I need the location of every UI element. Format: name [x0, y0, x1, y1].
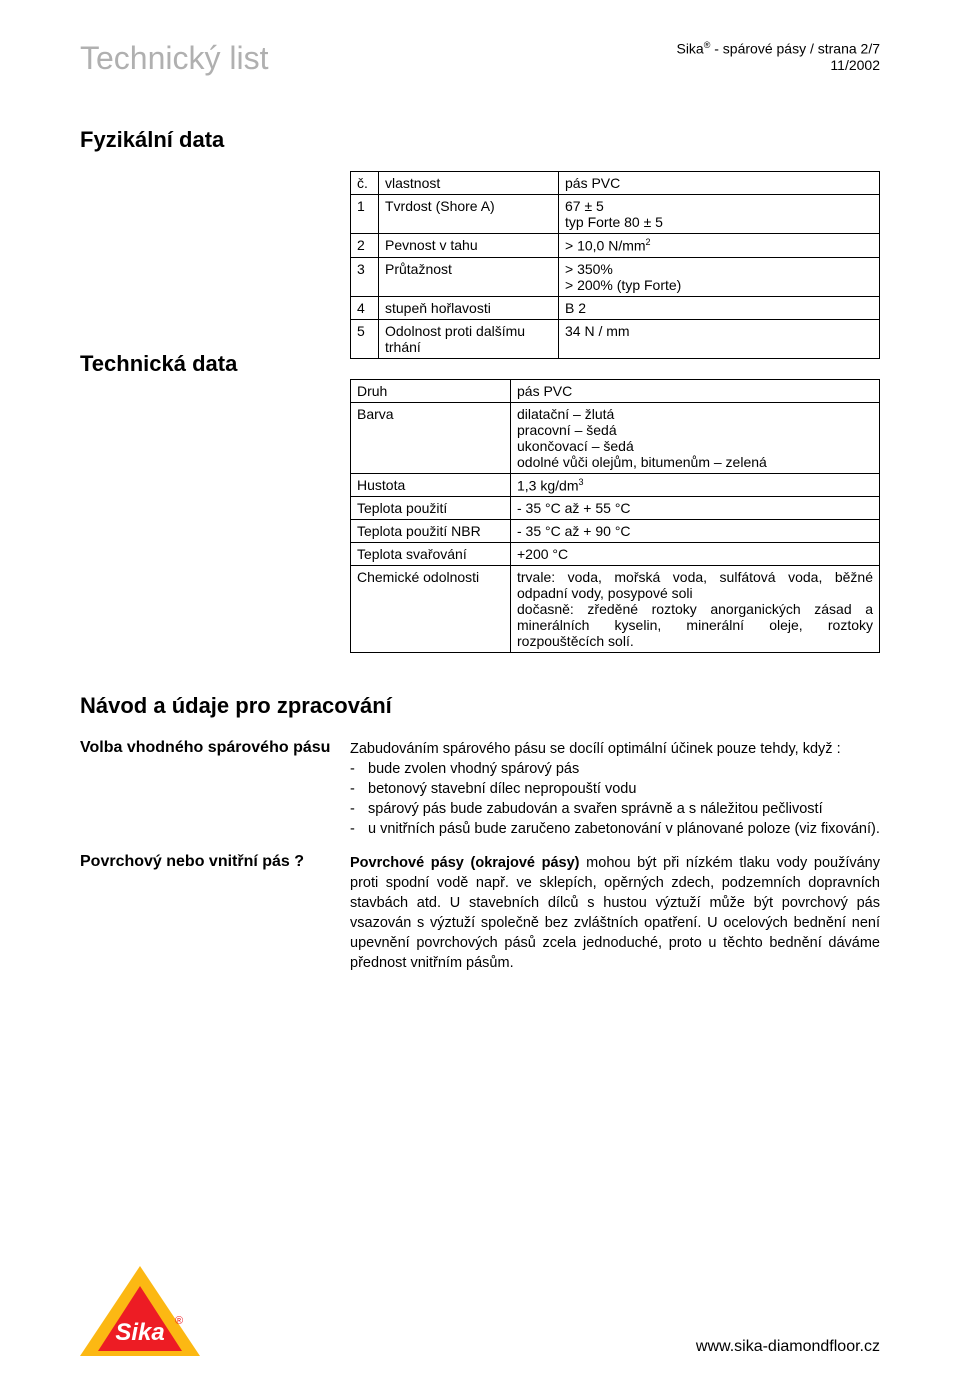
table-row: 1 Tvrdost (Shore A) 67 ± 5 typ Forte 80 … — [351, 195, 880, 234]
page-footer: Sika ® www.sika-diamondfloor.cz — [80, 1256, 880, 1356]
brand-name: Sika — [676, 41, 703, 57]
table-row: č. vlastnost pás PVC — [351, 172, 880, 195]
cell-val: 67 ± 5 typ Forte 80 ± 5 — [559, 195, 880, 234]
table-header-val: pás PVC — [559, 172, 880, 195]
cell-key: Teplota použití — [351, 497, 511, 520]
cell-prop: Tvrdost (Shore A) — [379, 195, 559, 234]
cell-val-text: > 350% > 200% (typ Forte) — [565, 261, 681, 293]
dash-icon: - — [350, 799, 368, 819]
cell-key: Barva — [351, 402, 511, 473]
table-header-prop: vlastnost — [379, 172, 559, 195]
subsection-volba: Volba vhodného spárového pásu Zabudování… — [80, 739, 880, 839]
cell-val-text: dilatační – žlutá pracovní – šedá ukončo… — [517, 406, 767, 470]
cell-val-text: 67 ± 5 typ Forte 80 ± 5 — [565, 198, 663, 230]
table-row: Chemické odolnosti trvale: voda, mořská … — [351, 566, 880, 653]
cell-val: 34 N / mm — [559, 319, 880, 358]
cell-key: Hustota — [351, 473, 511, 497]
section1-title: Fyzikální data — [80, 127, 880, 153]
sika-logo-icon: Sika ® — [80, 1256, 200, 1356]
cell-val: dilatační – žlutá pracovní – šedá ukončo… — [511, 402, 880, 473]
sup2: 2 — [646, 237, 651, 247]
brand-tail: - spárové pásy / strana 2/7 — [710, 41, 880, 57]
cell-prop: Odolnost proti dalšímu trhání — [379, 319, 559, 358]
cell-num: 2 — [351, 234, 379, 258]
sub-list: -bude zvolen vhodný spárový pás -betonov… — [350, 759, 880, 839]
physical-data-table: č. vlastnost pás PVC 1 Tvrdost (Shore A)… — [350, 171, 880, 359]
table-row: Teplota použití - 35 °C až + 55 °C — [351, 497, 880, 520]
svg-text:®: ® — [175, 1315, 183, 1327]
sub-intro: Zabudováním spárového pásu se docílí opt… — [350, 739, 880, 759]
table-row: 2 Pevnost v tahu > 10,0 N/mm2 — [351, 234, 880, 258]
cell-val: - 35 °C až + 55 °C — [511, 497, 880, 520]
cell-key: Teplota svařování — [351, 543, 511, 566]
cell-key: Teplota použití NBR — [351, 520, 511, 543]
header-brand-line: Sika® - spárové pásy / strana 2/7 — [676, 40, 880, 57]
table-row: Teplota svařování +200 °C — [351, 543, 880, 566]
cell-val: B 2 — [559, 296, 880, 319]
dash-icon: - — [350, 779, 368, 799]
svg-text:Sika: Sika — [115, 1319, 164, 1346]
li-text: spárový pás bude zabudován a svařen sprá… — [368, 799, 880, 819]
table-row: Teplota použití NBR - 35 °C až + 90 °C — [351, 520, 880, 543]
cell-val: - 35 °C až + 90 °C — [511, 520, 880, 543]
cell-num: 5 — [351, 319, 379, 358]
cell-val: trvale: voda, mořská voda, sulfátová vod… — [511, 566, 880, 653]
table-row: 4 stupeň hořlavosti B 2 — [351, 296, 880, 319]
footer-url: www.sika-diamondfloor.cz — [696, 1338, 880, 1356]
section1-left: Technická data — [80, 171, 290, 377]
cell-num: 4 — [351, 296, 379, 319]
table-header-num: č. — [351, 172, 379, 195]
cell-val-text: 1,3 kg/dm — [517, 477, 578, 493]
technical-data-title: Technická data — [80, 351, 290, 377]
table-row: Barva dilatační – žlutá pracovní – šedá … — [351, 402, 880, 473]
sub-label: Volba vhodného spárového pásu — [80, 739, 350, 757]
table-row: Hustota 1,3 kg/dm3 — [351, 473, 880, 497]
cell-num: 1 — [351, 195, 379, 234]
table-row: 5 Odolnost proti dalšímu trhání 34 N / m… — [351, 319, 880, 358]
cell-val-text: > 10,0 N/mm — [565, 238, 646, 254]
cell-prop: Průtažnost — [379, 257, 559, 296]
list-item: -betonový stavební dílec nepropouští vod… — [350, 779, 880, 799]
section2-title: Návod a údaje pro zpracování — [80, 693, 880, 719]
cell-val-text: trvale: voda, mořská voda, sulfátová vod… — [517, 569, 873, 649]
sub2-body-text: Povrchové pásy (okrajové pásy) mohou být… — [350, 855, 880, 971]
cell-key: Druh — [351, 379, 511, 402]
table-row: Druh pás PVC — [351, 379, 880, 402]
cell-prop: stupeň hořlavosti — [379, 296, 559, 319]
sup3: 3 — [578, 477, 583, 487]
sub-label: Povrchový nebo vnitřní pás ? — [80, 853, 350, 871]
header-right: Sika® - spárové pásy / strana 2/7 11/200… — [676, 40, 880, 73]
list-item: -bude zvolen vhodný spárový pás — [350, 759, 880, 779]
dash-icon: - — [350, 759, 368, 779]
sub-body: Zabudováním spárového pásu se docílí opt… — [350, 739, 880, 839]
table-row: 3 Průtažnost > 350% > 200% (typ Forte) — [351, 257, 880, 296]
header-date: 11/2002 — [676, 57, 880, 73]
sub-body: Povrchové pásy (okrajové pásy) mohou být… — [350, 853, 880, 973]
cell-num: 3 — [351, 257, 379, 296]
li-text: bude zvolen vhodný spárový pás — [368, 759, 880, 779]
dash-icon: - — [350, 819, 368, 839]
cell-val: 1,3 kg/dm3 — [511, 473, 880, 497]
li-text: u vnitřních pásů bude zaručeno zabetonov… — [368, 819, 880, 839]
list-item: -spárový pás bude zabudován a svařen spr… — [350, 799, 880, 819]
cell-val: > 10,0 N/mm2 — [559, 234, 880, 258]
cell-val: pás PVC — [511, 379, 880, 402]
cell-val: > 350% > 200% (typ Forte) — [559, 257, 880, 296]
list-item: -u vnitřních pásů bude zaručeno zabetono… — [350, 819, 880, 839]
subsection-povrchovy: Povrchový nebo vnitřní pás ? Povrchové p… — [80, 853, 880, 973]
doc-title: Technický list — [80, 40, 269, 77]
li-text: betonový stavební dílec nepropouští vodu — [368, 779, 880, 799]
cell-prop: Pevnost v tahu — [379, 234, 559, 258]
section1-right: č. vlastnost pás PVC 1 Tvrdost (Shore A)… — [350, 171, 880, 653]
cell-val: +200 °C — [511, 543, 880, 566]
technical-data-table: Druh pás PVC Barva dilatační – žlutá pra… — [350, 379, 880, 654]
page-header: Technický list Sika® - spárové pásy / st… — [80, 40, 880, 77]
section1-body: Technická data č. vlastnost pás PVC 1 Tv… — [80, 171, 880, 653]
cell-key: Chemické odolnosti — [351, 566, 511, 653]
